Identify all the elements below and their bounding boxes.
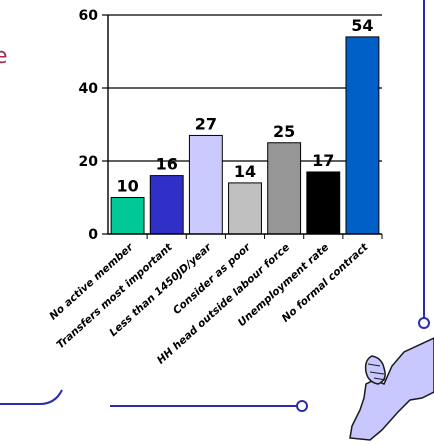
data-label: 54	[351, 16, 373, 35]
jordan-map-icon	[349, 337, 434, 441]
y-tick-label: 0	[88, 227, 98, 243]
bar	[228, 182, 262, 235]
bar	[110, 197, 145, 235]
bar	[188, 134, 223, 235]
cutoff-text-fragment: e	[0, 44, 8, 69]
y-tick-label: 60	[79, 8, 99, 24]
gridlines	[108, 14, 382, 162]
data-label: 17	[312, 151, 334, 170]
bars-group	[110, 36, 380, 235]
data-label: 27	[195, 114, 217, 133]
data-labels-group: 10 16 27 14 25 17 54	[116, 16, 373, 196]
data-label: 14	[234, 162, 256, 181]
y-tick-label: 40	[79, 81, 99, 97]
bar	[306, 171, 341, 235]
data-label: 16	[156, 155, 178, 174]
data-label: 10	[116, 177, 138, 196]
frame-curve-left	[0, 389, 63, 405]
frame-node-bottom	[296, 400, 308, 412]
data-label: 25	[273, 122, 295, 141]
axes-group	[102, 14, 383, 239]
bar	[149, 175, 184, 235]
y-tick-label: 20	[79, 154, 99, 170]
y-tick-labels-group: 0 20 40 60	[79, 8, 99, 243]
frame-decoration	[0, 0, 430, 412]
frame-node-right	[418, 317, 430, 329]
bar	[267, 142, 302, 235]
bar	[345, 36, 380, 235]
